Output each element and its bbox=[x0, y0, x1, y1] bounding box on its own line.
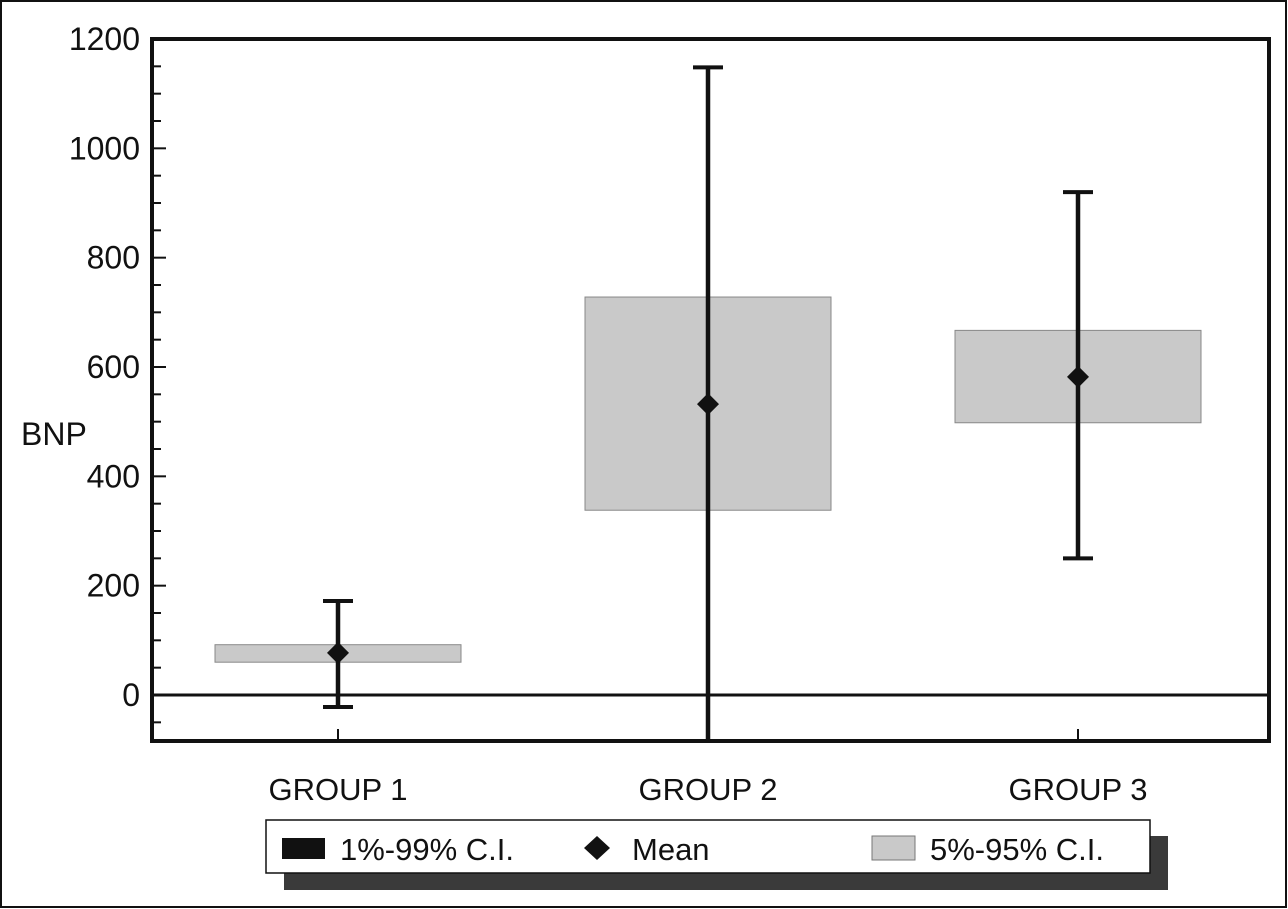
legend-label-mean: Mean bbox=[632, 832, 710, 867]
y-tick-label: 800 bbox=[87, 240, 140, 276]
y-axis-label: BNP bbox=[21, 416, 87, 452]
group-3 bbox=[954, 190, 1202, 561]
x-tick-label: GROUP 2 bbox=[639, 772, 778, 807]
y-tick-label: 400 bbox=[87, 458, 140, 494]
x-tick-label: GROUP 1 bbox=[269, 772, 408, 807]
y-tick-label: 0 bbox=[122, 677, 140, 713]
x-axis: GROUP 1 GROUP 2 GROUP 3 bbox=[269, 729, 1148, 807]
mean-marker bbox=[697, 393, 719, 416]
legend-whisker-swatch bbox=[282, 838, 325, 859]
y-axis: 0 200 400 600 800 1000 1200 bbox=[69, 21, 166, 724]
group-2 bbox=[584, 65, 832, 741]
mean-marker bbox=[1067, 365, 1089, 388]
y-tick-label: 1200 bbox=[69, 21, 140, 57]
legend-box bbox=[265, 819, 1151, 874]
legend-mean-icon bbox=[584, 836, 610, 860]
plot-area bbox=[150, 37, 1271, 743]
mean-marker bbox=[327, 641, 349, 664]
plot-marks bbox=[214, 65, 1202, 741]
legend-box-swatch bbox=[871, 835, 916, 861]
y-tick-label: 1000 bbox=[69, 130, 140, 166]
legend-label-ci1-99: 1%-99% C.I. bbox=[340, 832, 514, 867]
y-tick-label: 200 bbox=[87, 568, 140, 604]
legend: 1%-99% C.I. Mean 5%-95% C.I. bbox=[265, 819, 1168, 890]
x-tick-label: GROUP 3 bbox=[1009, 772, 1148, 807]
group-1 bbox=[214, 598, 462, 710]
y-tick-label: 600 bbox=[87, 349, 140, 385]
legend-label-ci5-95: 5%-95% C.I. bbox=[930, 832, 1104, 867]
